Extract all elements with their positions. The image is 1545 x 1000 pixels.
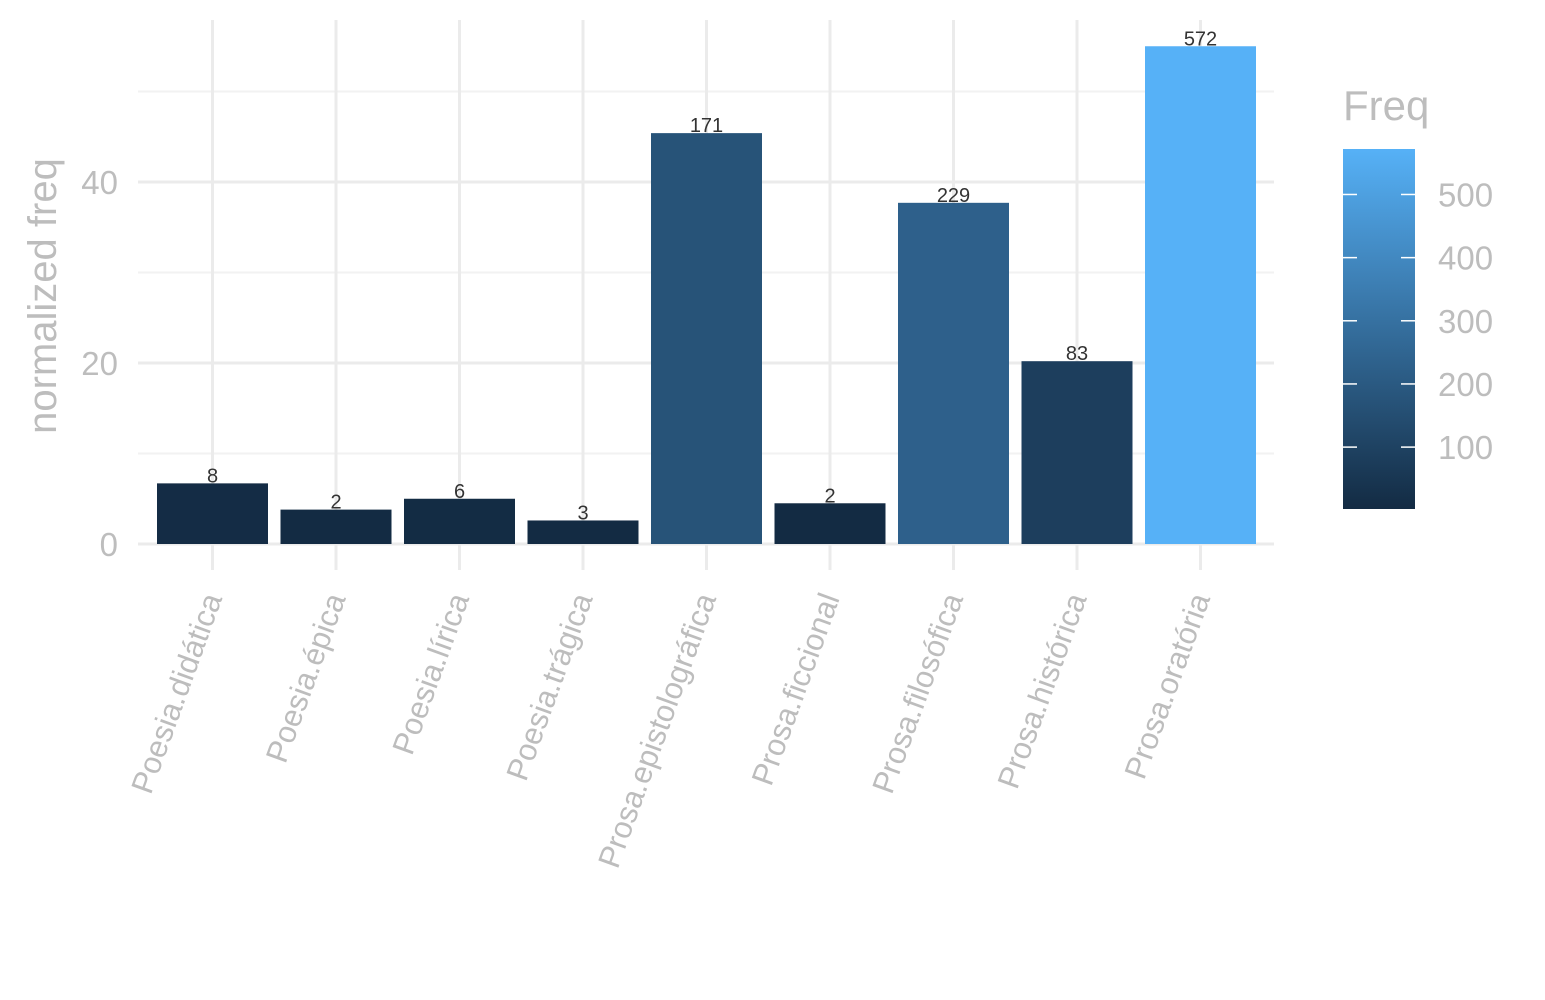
bar-8	[1145, 46, 1256, 544]
bar-5	[774, 503, 886, 544]
data-label-5: 2	[824, 485, 835, 507]
data-label-4: 171	[690, 115, 723, 137]
y-tick-label-1: 20	[81, 345, 118, 382]
legend-title: Freq	[1343, 82, 1429, 129]
x-tick-label-3: Poesia.trágica	[499, 588, 599, 785]
bar-1	[280, 509, 392, 544]
bar-3	[527, 520, 639, 544]
x-tick-label-7: Prosa.histórica	[991, 588, 1094, 793]
data-label-7: 83	[1066, 343, 1088, 365]
bar-4	[651, 133, 762, 544]
data-label-0: 8	[207, 465, 218, 487]
bar-2	[404, 498, 515, 544]
legend-colorbar	[1343, 149, 1415, 509]
data-label-6: 229	[937, 185, 970, 207]
y-tick-label-2: 40	[81, 164, 118, 201]
legend-ticks: 100 200 300 400 500	[1343, 176, 1493, 466]
data-label-2: 6	[454, 481, 465, 503]
legend: Freq 100 200 300 400 500	[1343, 82, 1493, 509]
x-tick-label-6: Prosa.filosófica	[865, 588, 970, 798]
legend-tick-label-3: 400	[1438, 240, 1493, 277]
data-label-8: 572	[1184, 28, 1217, 50]
bars	[157, 46, 1256, 544]
x-tick-label-0: Poesia.didática	[124, 588, 229, 798]
y-tick-label-0: 0	[100, 526, 118, 563]
x-tick-label-5: Prosa.ficcional	[745, 588, 847, 789]
x-tick-label-1: Poesia.épica	[259, 588, 353, 767]
data-labels: 8 2 6 3 171 2 229 83 572	[207, 28, 1217, 524]
data-label-3: 3	[577, 502, 588, 524]
y-axis: 0 20 40	[81, 164, 118, 563]
legend-tick-label-4: 500	[1438, 176, 1493, 213]
legend-tick-label-0: 100	[1438, 429, 1493, 466]
legend-tick-label-1: 200	[1438, 366, 1493, 403]
data-label-1: 2	[330, 492, 341, 514]
y-axis-label: normalized freq	[21, 158, 65, 434]
x-tick-label-8: Prosa.oratória	[1118, 588, 1218, 784]
x-tick-label-4: Prosa.epistolográfica	[591, 588, 723, 873]
x-axis: Poesia.didática Poesia.épica Poesia.lírica…	[124, 588, 1217, 873]
bar-7	[1021, 361, 1133, 544]
legend-tick-label-2: 300	[1438, 303, 1493, 340]
bar-6	[898, 202, 1009, 544]
bar-0	[157, 483, 268, 544]
x-tick-label-2: Poesia.lírica	[385, 588, 476, 759]
